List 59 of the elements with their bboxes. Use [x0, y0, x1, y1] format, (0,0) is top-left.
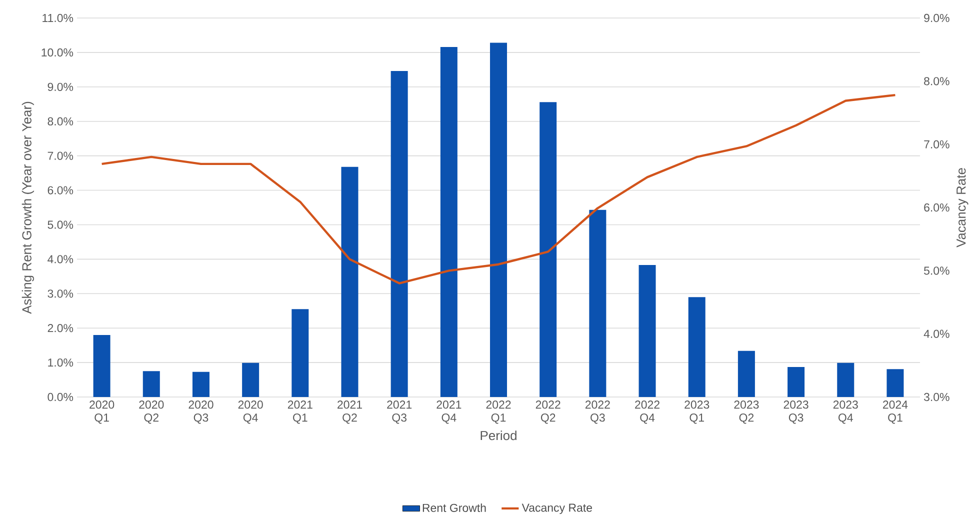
x-tick-label: 2023 Q4 — [833, 400, 858, 424]
y2-axis-title: Vacancy Rate — [956, 168, 968, 248]
bar — [589, 210, 606, 397]
y-tick-label: 6.0% — [48, 186, 74, 194]
bar — [886, 369, 904, 397]
y2-tick-label: 9.0% — [924, 14, 950, 22]
legend-label: Vacancy Rate — [522, 504, 592, 514]
y2-tick-label: 6.0% — [924, 203, 950, 212]
x-axis-title: Period — [480, 430, 516, 440]
x-tick-label: 2023 Q1 — [684, 400, 710, 424]
y-tick-label: 7.0% — [48, 152, 74, 160]
y2-tick-label: 4.0% — [924, 330, 950, 338]
bar — [292, 309, 309, 397]
x-tick-label: 2024 Q1 — [883, 400, 908, 424]
bar — [738, 350, 755, 397]
y-tick-label: 11.0% — [42, 14, 74, 22]
x-tick-label: 2020 Q1 — [90, 400, 114, 424]
legend-label: Rent Growth — [422, 504, 486, 512]
x-tick-label: 2022 Q3 — [585, 400, 610, 424]
bar — [242, 362, 260, 397]
bar — [93, 334, 110, 397]
x-tick-label: 2020 Q4 — [238, 400, 263, 424]
bar — [142, 371, 160, 397]
x-tick-label: 2020 Q3 — [188, 400, 214, 424]
x-tick-label: 2021 Q3 — [387, 400, 412, 424]
x-tick-label: 2020 Q2 — [139, 400, 164, 424]
x-tick-label: 2022 Q2 — [536, 400, 560, 424]
x-tick-label: 2021 Q4 — [436, 400, 462, 424]
x-tick-label: 2021 Q2 — [338, 400, 362, 424]
y-tick-label: 0.0% — [48, 392, 74, 402]
y2-tick-label: 5.0% — [924, 266, 950, 275]
x-tick-label: 2021 Q1 — [288, 400, 312, 424]
bar — [341, 166, 358, 397]
bar — [540, 102, 557, 397]
bar — [837, 362, 854, 397]
y-axis-title: Asking Rent Growth (Year over Year) — [22, 102, 34, 314]
bar — [390, 71, 408, 397]
y-tick-label: 3.0% — [48, 290, 74, 298]
y-tick-label: 10.0% — [42, 48, 74, 57]
y2-tick-label: 8.0% — [924, 77, 950, 86]
bar — [490, 42, 508, 397]
bar — [788, 367, 805, 397]
line-series — [100, 94, 896, 284]
x-tick-label: 2022 Q1 — [486, 400, 511, 424]
bar — [638, 265, 656, 397]
y-tick-label: 2.0% — [48, 324, 74, 332]
y2-tick-label: 3.0% — [924, 392, 950, 402]
bar — [440, 46, 458, 397]
bar — [192, 372, 210, 397]
x-tick-label: 2023 Q2 — [734, 400, 759, 424]
y-tick-label: 4.0% — [48, 255, 74, 264]
y2-tick-label: 7.0% — [924, 140, 950, 148]
bar — [688, 297, 706, 397]
x-tick-label: 2023 Q3 — [784, 400, 808, 424]
y-tick-label: 1.0% — [48, 358, 74, 367]
y-tick-label: 8.0% — [48, 117, 74, 126]
y-tick-label: 9.0% — [48, 82, 74, 91]
x-tick-label: 2022 Q4 — [635, 400, 660, 424]
y-tick-label: 5.0% — [48, 220, 74, 229]
